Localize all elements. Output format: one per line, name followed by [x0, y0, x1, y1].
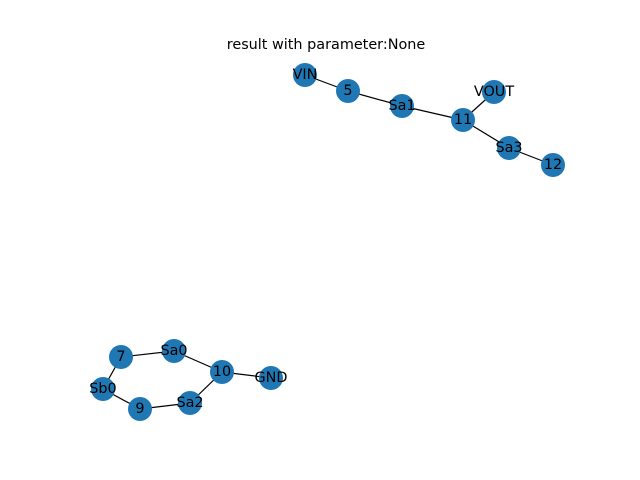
node-label: 12 [544, 157, 562, 173]
node-9: 9 [128, 397, 152, 421]
node-circle [336, 79, 360, 103]
node-circle [162, 339, 186, 363]
node-label: Sa2 [176, 395, 203, 411]
node-label: VOUT [474, 84, 514, 100]
node-12: 12 [541, 153, 565, 177]
node-circle [482, 80, 506, 104]
node-10: 10 [210, 360, 234, 384]
node-label: 9 [135, 401, 144, 417]
node-label: 5 [343, 83, 352, 99]
node-circle [541, 153, 565, 177]
node-circle [390, 94, 414, 118]
node-Sa2: Sa2 [176, 391, 204, 415]
node-circle [293, 63, 317, 87]
node-circle [178, 391, 202, 415]
node-Sa1: Sa1 [388, 94, 416, 118]
node-Sa0: Sa0 [160, 339, 188, 363]
node-7: 7 [109, 345, 133, 369]
node-label: GND [255, 370, 288, 386]
node-11: 11 [451, 108, 475, 132]
node-circle [91, 377, 115, 401]
node-circle [497, 136, 521, 160]
node-VIN: VIN [293, 63, 318, 87]
node-label: VIN [293, 67, 318, 83]
node-circle [210, 360, 234, 384]
node-Sb0: Sb0 [89, 377, 117, 401]
graph-title: result with parameter:None [227, 37, 426, 53]
node-GND: GND [255, 366, 288, 390]
node-label: Sa1 [388, 98, 415, 114]
node-circle [259, 366, 283, 390]
node-label: 7 [116, 349, 125, 365]
node-label: Sa0 [160, 343, 187, 359]
node-circle [128, 397, 152, 421]
node-circle [451, 108, 475, 132]
node-Sa3: Sa3 [495, 136, 523, 160]
node-label: 10 [213, 364, 231, 380]
node-5: 5 [336, 79, 360, 103]
node-label: Sa3 [495, 140, 522, 156]
node-label: 11 [454, 112, 472, 128]
node-circle [109, 345, 133, 369]
node-label: Sb0 [89, 381, 116, 397]
node-VOUT: VOUT [474, 80, 514, 104]
